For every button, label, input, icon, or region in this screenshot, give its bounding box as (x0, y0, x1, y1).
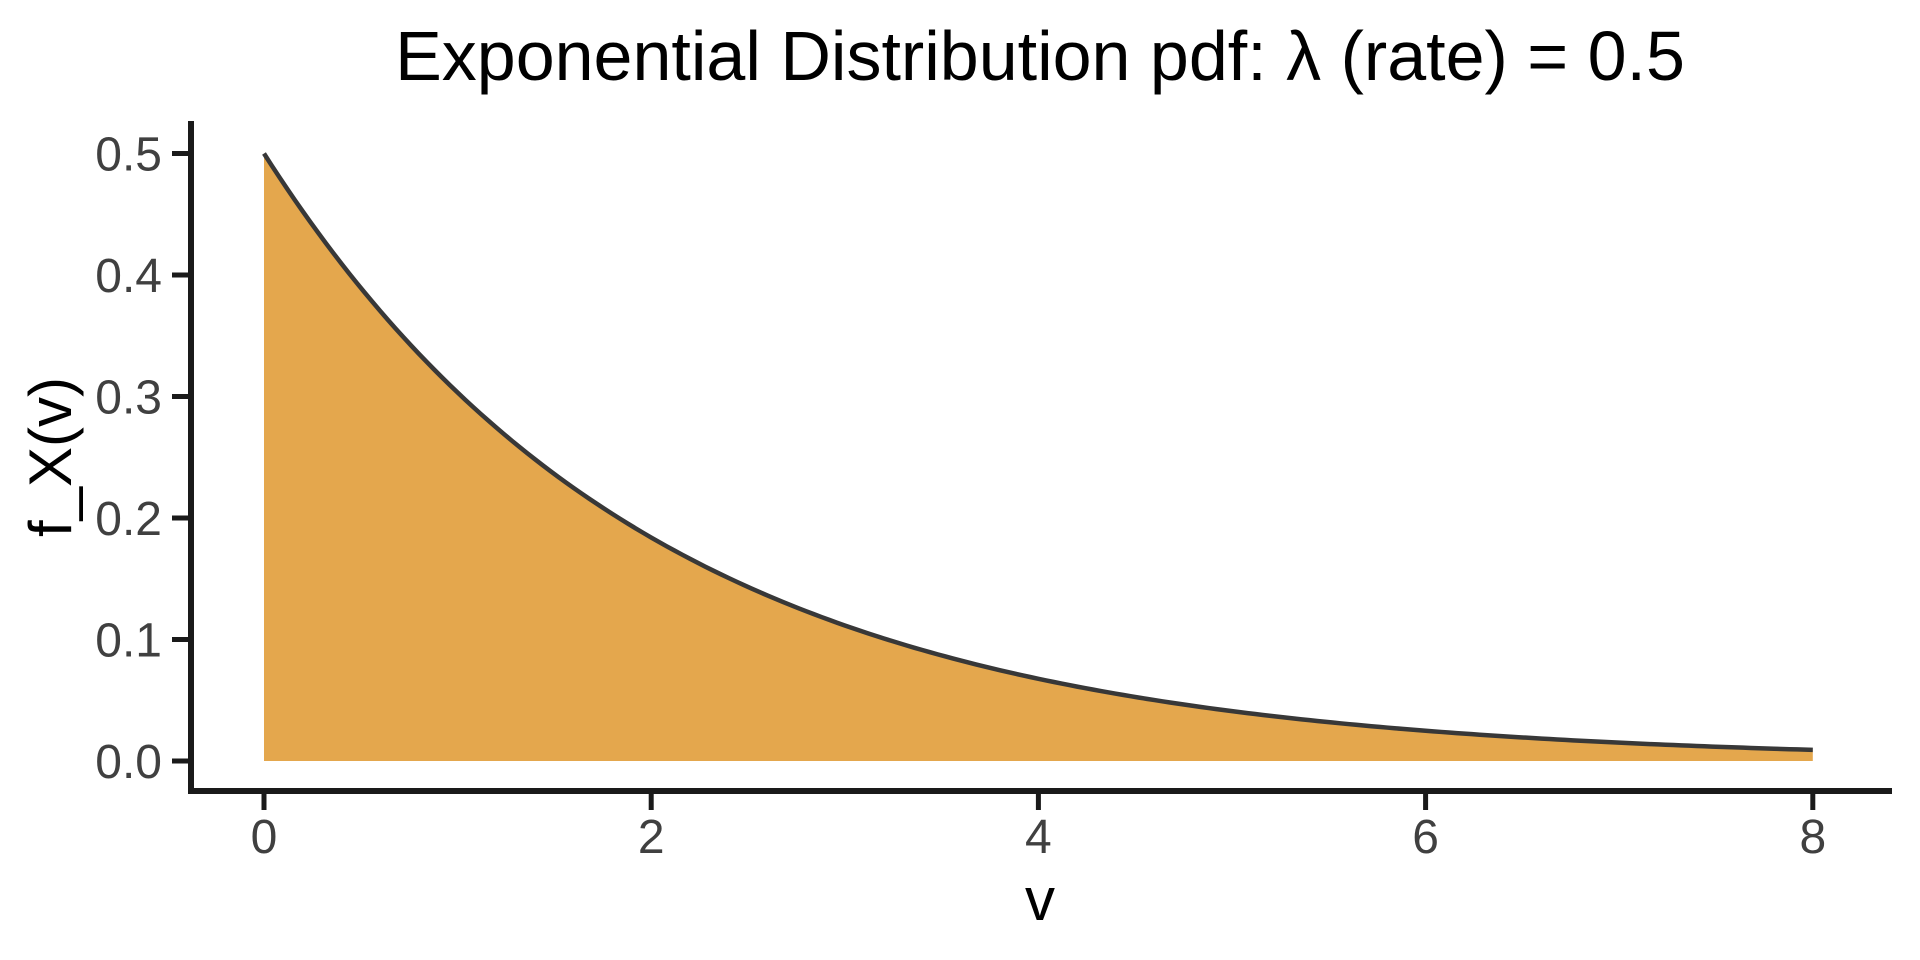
y-tick-label: 0.3 (95, 372, 162, 425)
x-tick-label: 8 (1799, 811, 1826, 864)
x-axis-ticks (261, 794, 1816, 810)
y-axis-ticks (172, 151, 188, 764)
y-tick-label: 0.5 (95, 129, 162, 182)
chart-title: Exponential Distribution pdf: λ (rate) =… (395, 17, 1685, 95)
y-tick-label: 0.0 (95, 736, 162, 789)
y-tick-label: 0.2 (95, 493, 162, 546)
x-axis-title: v (1025, 866, 1055, 933)
x-tick-label: 6 (1412, 811, 1439, 864)
x-tick-label: 0 (251, 811, 278, 864)
y-tick-label: 0.1 (95, 615, 162, 668)
x-axis-tick-labels: 0 2 4 6 8 (251, 811, 1827, 864)
y-axis-tick-labels: 0.0 0.1 0.2 0.3 0.4 0.5 (95, 129, 162, 790)
area-under-curve (264, 153, 1813, 761)
pdf-curve-line (262, 152, 1813, 753)
x-tick-label: 2 (638, 811, 665, 864)
y-tick-label: 0.4 (95, 250, 162, 303)
y-axis-title: f_X(v) (17, 377, 84, 537)
x-tick-label: 4 (1025, 811, 1052, 864)
